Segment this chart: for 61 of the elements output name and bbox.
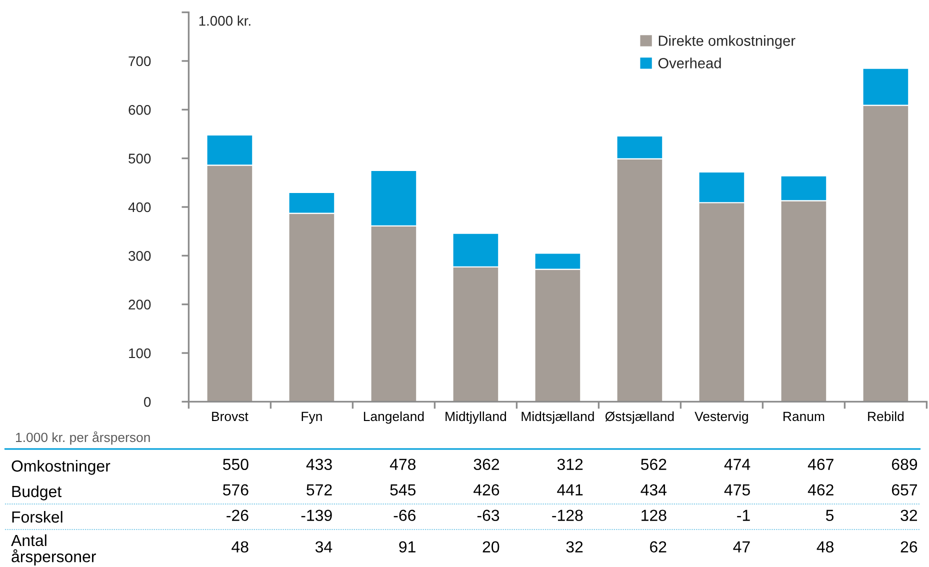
data-label: 550: [222, 458, 248, 470]
data-label: 48: [232, 541, 248, 553]
y-tick-label: 600: [128, 104, 151, 115]
data-label: 689: [892, 458, 918, 470]
legend-label: Overhead: [658, 58, 721, 68]
data-label: 5: [826, 510, 834, 522]
x-tick-label: Fyn: [302, 412, 322, 424]
data-label: 128: [642, 510, 666, 522]
text: 1.000 kr. per årsperson: [16, 431, 150, 445]
data-label: 462: [808, 484, 834, 496]
data-label: 576: [222, 484, 248, 496]
x-tick-label: Brovst: [212, 412, 248, 422]
data-label: 26: [900, 541, 918, 553]
data-label: 312: [557, 458, 583, 470]
x-tick-label: Rebild: [868, 411, 904, 422]
data-label: -63: [477, 510, 500, 522]
y-tick-label: 500: [128, 154, 151, 164]
data-label: 426: [474, 484, 500, 496]
legend-label: Direkte omkostninger: [658, 35, 796, 49]
data-label: -128: [552, 510, 583, 522]
data-label: 34: [315, 541, 332, 553]
data-label: 62: [650, 541, 666, 553]
y-tick-label: Forskel: [12, 510, 62, 523]
x-tick-label: Vestervig: [694, 411, 748, 424]
data-label: -26: [226, 510, 248, 522]
y-tick-label: 700: [128, 56, 151, 66]
data-label: -139: [301, 510, 332, 522]
data-label: 562: [640, 458, 666, 470]
data-label: 441: [557, 484, 583, 496]
data-label: -1: [737, 510, 750, 521]
x-tick-label: Ranum: [784, 412, 824, 422]
x-tick-label: Østsjælland: [605, 411, 674, 424]
y-tick-label: Budget: [12, 485, 62, 500]
x-tick-label: Midtjylland: [446, 411, 506, 424]
data-label: 32: [566, 541, 583, 553]
y-axis-title: 1.000 kr.: [199, 16, 250, 26]
data-label: 20: [482, 541, 500, 553]
y-tick-label: Omkostninger: [12, 460, 110, 475]
data-label: 478: [390, 458, 416, 470]
data-label: 433: [306, 458, 332, 470]
data-label: 434: [640, 484, 667, 496]
data-label: 48: [816, 541, 834, 553]
data-label: -66: [394, 510, 416, 522]
data-label: 474: [724, 458, 750, 470]
data-label: 362: [474, 458, 499, 470]
data-label: 657: [892, 484, 917, 496]
x-tick-label: Langeland: [364, 411, 424, 424]
y-tick-label: Antal årspersoner: [11, 534, 96, 566]
y-tick-label: 200: [128, 300, 151, 310]
y-tick-label: 400: [128, 202, 151, 212]
data-label: 545: [390, 484, 416, 496]
data-label: 91: [399, 541, 416, 553]
y-tick-label: 300: [128, 251, 151, 261]
data-label: 47: [733, 541, 750, 552]
data-label: 572: [306, 484, 332, 496]
data-label: 475: [724, 484, 750, 496]
y-tick-label: 100: [129, 348, 151, 358]
data-label: 467: [808, 458, 834, 470]
y-tick-label: 0: [144, 397, 151, 407]
x-tick-label: Midtsjælland: [522, 411, 594, 424]
data-label: 32: [900, 510, 917, 522]
